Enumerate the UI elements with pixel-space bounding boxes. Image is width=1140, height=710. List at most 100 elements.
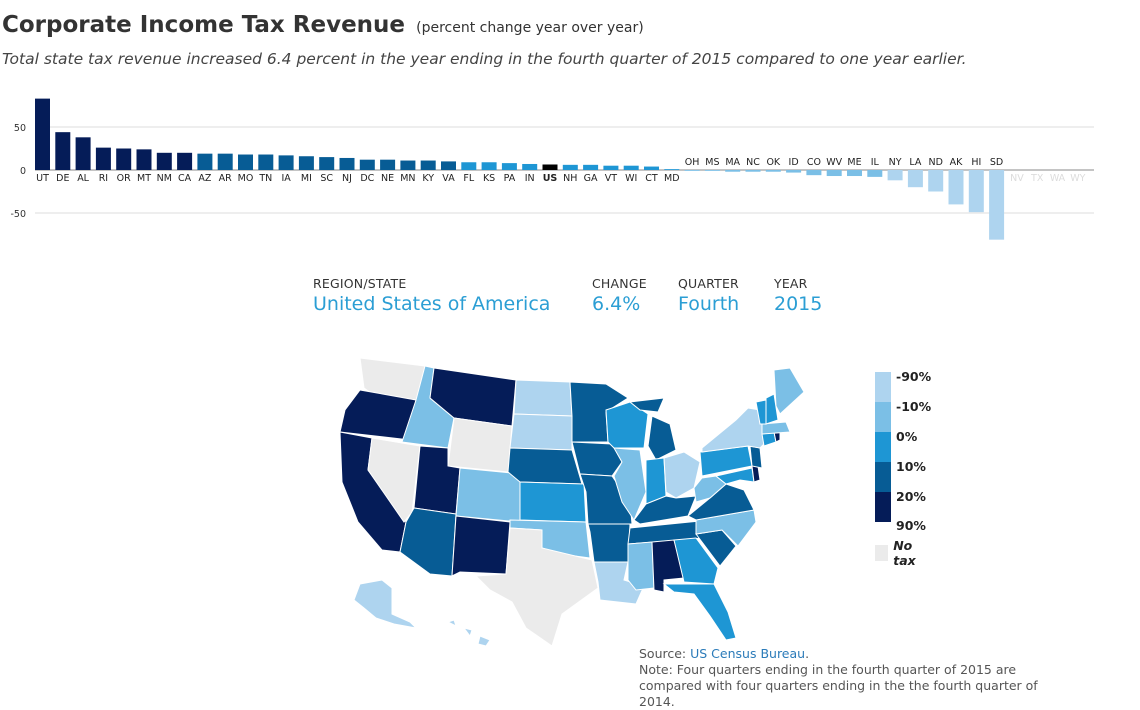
state-nv[interactable] bbox=[367, 437, 421, 523]
state-nd[interactable] bbox=[513, 379, 573, 417]
bar-ky[interactable] bbox=[420, 160, 436, 170]
bar-ga[interactable] bbox=[583, 164, 599, 170]
bar-ia[interactable] bbox=[278, 155, 294, 170]
legend-swatch bbox=[875, 492, 891, 522]
state-ia[interactable] bbox=[571, 441, 623, 477]
state-nm[interactable] bbox=[451, 515, 511, 577]
bar-ak[interactable] bbox=[948, 170, 964, 205]
bar-me[interactable] bbox=[847, 170, 862, 177]
bar-ri[interactable] bbox=[95, 147, 111, 170]
state-co[interactable] bbox=[455, 467, 523, 523]
bar-dc[interactable] bbox=[359, 159, 375, 170]
state-ma[interactable] bbox=[761, 421, 791, 435]
bar-la[interactable] bbox=[907, 170, 923, 188]
bar-ct[interactable] bbox=[644, 166, 659, 170]
category-label: OH bbox=[685, 157, 700, 168]
bar-ut[interactable] bbox=[35, 98, 50, 170]
category-label: NC bbox=[746, 157, 760, 168]
state-tx[interactable] bbox=[474, 527, 599, 647]
bar-ma[interactable] bbox=[725, 170, 741, 172]
state-ks[interactable] bbox=[519, 481, 587, 523]
state-il[interactable] bbox=[613, 447, 647, 522]
bar-mn[interactable] bbox=[400, 160, 416, 170]
bar-sc[interactable] bbox=[319, 157, 335, 170]
bar-hi[interactable] bbox=[968, 170, 984, 213]
category-label: CO bbox=[807, 157, 821, 168]
bar-mt[interactable] bbox=[136, 149, 152, 170]
state-hi[interactable] bbox=[446, 619, 491, 647]
category-label: WY bbox=[1070, 173, 1085, 184]
bar-chart: 50 0 -50 UT DE AL RI OR MT NM CA AZ AR MO TN IA MI SC NJ DC… bbox=[10, 98, 1094, 240]
bar-ks[interactable] bbox=[481, 162, 497, 170]
quarter-info: QUARTER Fourth bbox=[678, 276, 739, 315]
bar-tn[interactable] bbox=[258, 154, 274, 170]
bar-al[interactable] bbox=[75, 137, 91, 170]
bar-va[interactable] bbox=[441, 161, 456, 170]
bar-fl[interactable] bbox=[461, 162, 477, 170]
state-nj[interactable] bbox=[749, 445, 763, 469]
state-or[interactable] bbox=[339, 389, 417, 441]
state-de[interactable] bbox=[751, 465, 761, 483]
us-map[interactable] bbox=[330, 352, 810, 652]
category-label: VT bbox=[605, 173, 617, 184]
bar-ne[interactable] bbox=[380, 159, 396, 170]
change-value: 6.4% bbox=[592, 293, 641, 315]
category-label: KY bbox=[422, 173, 434, 184]
bar-de[interactable] bbox=[55, 132, 71, 170]
state-wy[interactable] bbox=[447, 417, 513, 473]
state-ky[interactable] bbox=[633, 495, 697, 525]
region-label: REGION/STATE bbox=[313, 276, 407, 291]
bar-nd[interactable] bbox=[928, 170, 944, 192]
bar-pa[interactable] bbox=[501, 163, 517, 170]
state-me[interactable] bbox=[773, 367, 805, 415]
state-ms[interactable] bbox=[627, 541, 655, 591]
bar-md[interactable] bbox=[664, 169, 680, 170]
bar-mi[interactable] bbox=[298, 156, 314, 170]
state-la[interactable] bbox=[593, 561, 645, 605]
bar-co[interactable] bbox=[806, 170, 822, 176]
category-label: OK bbox=[766, 157, 780, 168]
category-label: NY bbox=[889, 157, 902, 168]
bar-us[interactable] bbox=[542, 164, 558, 170]
bar-in[interactable] bbox=[522, 163, 538, 170]
legend-item: -10% bbox=[875, 399, 932, 432]
bar-ms[interactable] bbox=[704, 170, 720, 171]
bar-wv[interactable] bbox=[826, 170, 842, 177]
bar-id[interactable] bbox=[786, 170, 802, 173]
bar-or[interactable] bbox=[116, 148, 132, 171]
bar-ca[interactable] bbox=[177, 152, 193, 170]
state-nh[interactable] bbox=[765, 393, 779, 425]
state-ar[interactable] bbox=[587, 523, 631, 563]
y-tick-label: -50 bbox=[10, 209, 26, 220]
bar-az[interactable] bbox=[197, 153, 213, 170]
state-ne[interactable] bbox=[507, 447, 583, 485]
bar-nm[interactable] bbox=[156, 152, 172, 170]
state-mi[interactable] bbox=[628, 397, 677, 461]
state-fl[interactable] bbox=[662, 583, 737, 641]
state-sd[interactable] bbox=[509, 413, 573, 451]
state-ak[interactable] bbox=[353, 579, 418, 629]
bar-il[interactable] bbox=[867, 170, 883, 177]
source-link[interactable]: US Census Bureau bbox=[690, 646, 806, 661]
bar-nc[interactable] bbox=[745, 170, 761, 172]
category-label: TN bbox=[258, 173, 272, 184]
category-label: NV bbox=[1010, 173, 1024, 184]
bar-ny[interactable] bbox=[887, 170, 903, 181]
state-az[interactable] bbox=[399, 507, 457, 577]
bar-ar[interactable] bbox=[217, 153, 233, 170]
bar-sd[interactable] bbox=[989, 170, 1005, 240]
legend-item: -90% bbox=[875, 369, 931, 402]
legend-label: -10% bbox=[896, 399, 932, 414]
bar-ok[interactable] bbox=[765, 170, 781, 172]
bar-nj[interactable] bbox=[339, 157, 355, 170]
state-ny[interactable] bbox=[701, 407, 767, 453]
bar-oh[interactable] bbox=[684, 170, 700, 171]
state-md[interactable] bbox=[714, 467, 755, 485]
bar-wi[interactable] bbox=[623, 165, 639, 170]
bar-vt[interactable] bbox=[603, 165, 619, 170]
bar-nh[interactable] bbox=[562, 164, 578, 170]
source-suffix: . bbox=[805, 646, 810, 661]
category-label: ND bbox=[928, 157, 942, 168]
bar-mo[interactable] bbox=[238, 154, 253, 170]
state-ga[interactable] bbox=[673, 537, 719, 585]
